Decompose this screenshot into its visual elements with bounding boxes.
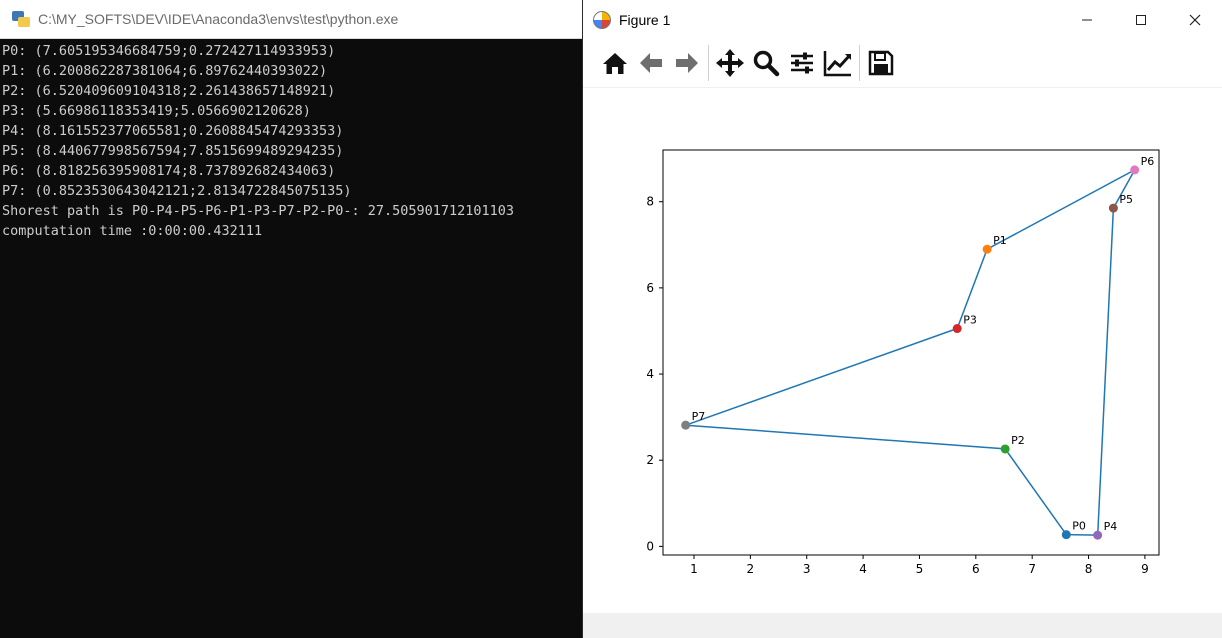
configure-subplots-button[interactable] [784,45,820,81]
python-app-icon [12,11,30,27]
figure-title: Figure 1 [619,11,671,28]
console-output: P0: (7.605195346684759;0.272427114933953… [0,39,582,241]
close-button[interactable] [1168,0,1222,39]
subplots-config-icon [791,52,813,74]
point-marker-p7 [681,420,691,430]
save-icon [868,50,894,76]
toolbar-separator [708,45,709,81]
forward-button[interactable] [669,45,705,81]
save-button[interactable] [863,45,899,81]
tsp-path-chart: 1 2 3 4 5 6 7 8 9 0 2 4 6 8 P0 P1 P2 P3 P4 P5 P6 P7 [646,149,1160,576]
x-tick-label: 8 [1085,562,1093,576]
home-icon [603,53,627,74]
point-marker-p5 [1108,203,1118,213]
x-tick-label: 6 [972,562,980,576]
point-label-p1: P1 [993,234,1007,247]
point-marker-p0 [1061,530,1071,540]
minimize-button[interactable] [1060,0,1114,39]
x-tick-label: 3 [803,562,811,576]
point-label-p2: P2 [1011,434,1025,447]
matplotlib-toolbar [583,39,1222,88]
y-tick-label: 6 [646,281,654,295]
y-tick-label: 0 [646,539,654,553]
point-label-p4: P4 [1104,520,1118,533]
back-button[interactable] [633,45,669,81]
x-tick-label: 7 [1028,562,1036,576]
matplotlib-logo-icon [593,10,611,29]
home-button[interactable] [597,45,633,81]
maximize-icon [1136,14,1146,25]
console-line: P4: (8.161552377065581;0.260884547429335… [2,123,344,139]
point-marker-p4 [1093,530,1103,540]
plot-area[interactable]: 1 2 3 4 5 6 7 8 9 0 2 4 6 8 P0 P1 P2 P3 P4 P5 P6 P7 [583,88,1222,613]
zoom-button[interactable] [748,45,784,81]
console-window[interactable]: C:\MY_SOFTS\DEV\IDE\Anaconda3\envs\test\… [0,0,583,638]
point-label-p3: P3 [963,314,977,327]
point-label-p0: P0 [1072,520,1086,533]
point-marker-p2 [1000,444,1010,454]
console-line: computation time :0:00:00.432111 [2,223,263,239]
status-bar [583,613,1222,638]
minimize-icon [1082,19,1092,20]
figure-window[interactable]: Figure 1 [583,0,1222,638]
console-titlebar[interactable]: C:\MY_SOFTS\DEV\IDE\Anaconda3\envs\test\… [0,0,582,39]
x-tick-label: 4 [859,562,867,576]
forward-arrow-icon [676,53,698,73]
x-tick-label: 2 [747,562,755,576]
edit-axes-button[interactable] [820,45,856,81]
point-label-p6: P6 [1141,155,1155,168]
console-line: P6: (8.818256395908174;8.737892682434063… [2,163,336,179]
y-tick-label: 8 [646,195,654,209]
point-label-p7: P7 [692,410,706,423]
x-tick-label: 9 [1141,562,1149,576]
point-marker-p6 [1130,165,1140,175]
console-line: P1: (6.200862287381064;6.89762440393022) [2,63,328,79]
y-tick-label: 2 [646,453,654,467]
edit-axes-icon [823,51,852,77]
console-line: P5: (8.440677998567594;7.851569948929423… [2,143,344,159]
console-line: P2: (6.520409609104318;2.261438657148921… [2,83,336,99]
console-line: Shorest path is P0-P4-P5-P6-P1-P3-P7-P2-… [2,203,515,219]
pan-icon [716,49,744,77]
x-tick-label: 1 [690,562,698,576]
toolbar-separator [859,45,860,81]
close-icon [1189,14,1201,25]
console-line: P7: (0.8523530643042121;2.81347228450751… [2,183,352,199]
console-line: P3: (5.66986118353419;5.0566902120628) [2,103,311,119]
figure-titlebar[interactable]: Figure 1 [583,0,1222,39]
point-label-p5: P5 [1119,193,1133,206]
back-arrow-icon [640,53,662,73]
point-marker-p3 [952,324,962,334]
pan-button[interactable] [712,45,748,81]
console-line: P0: (7.605195346684759;0.272427114933953… [2,43,336,59]
x-tick-label: 5 [916,562,924,576]
maximize-button[interactable] [1114,0,1168,39]
point-marker-p1 [982,244,992,254]
zoom-icon [753,50,780,77]
axes-frame [662,149,1160,556]
y-tick-label: 4 [646,367,654,381]
console-title: C:\MY_SOFTS\DEV\IDE\Anaconda3\envs\test\… [38,11,399,27]
